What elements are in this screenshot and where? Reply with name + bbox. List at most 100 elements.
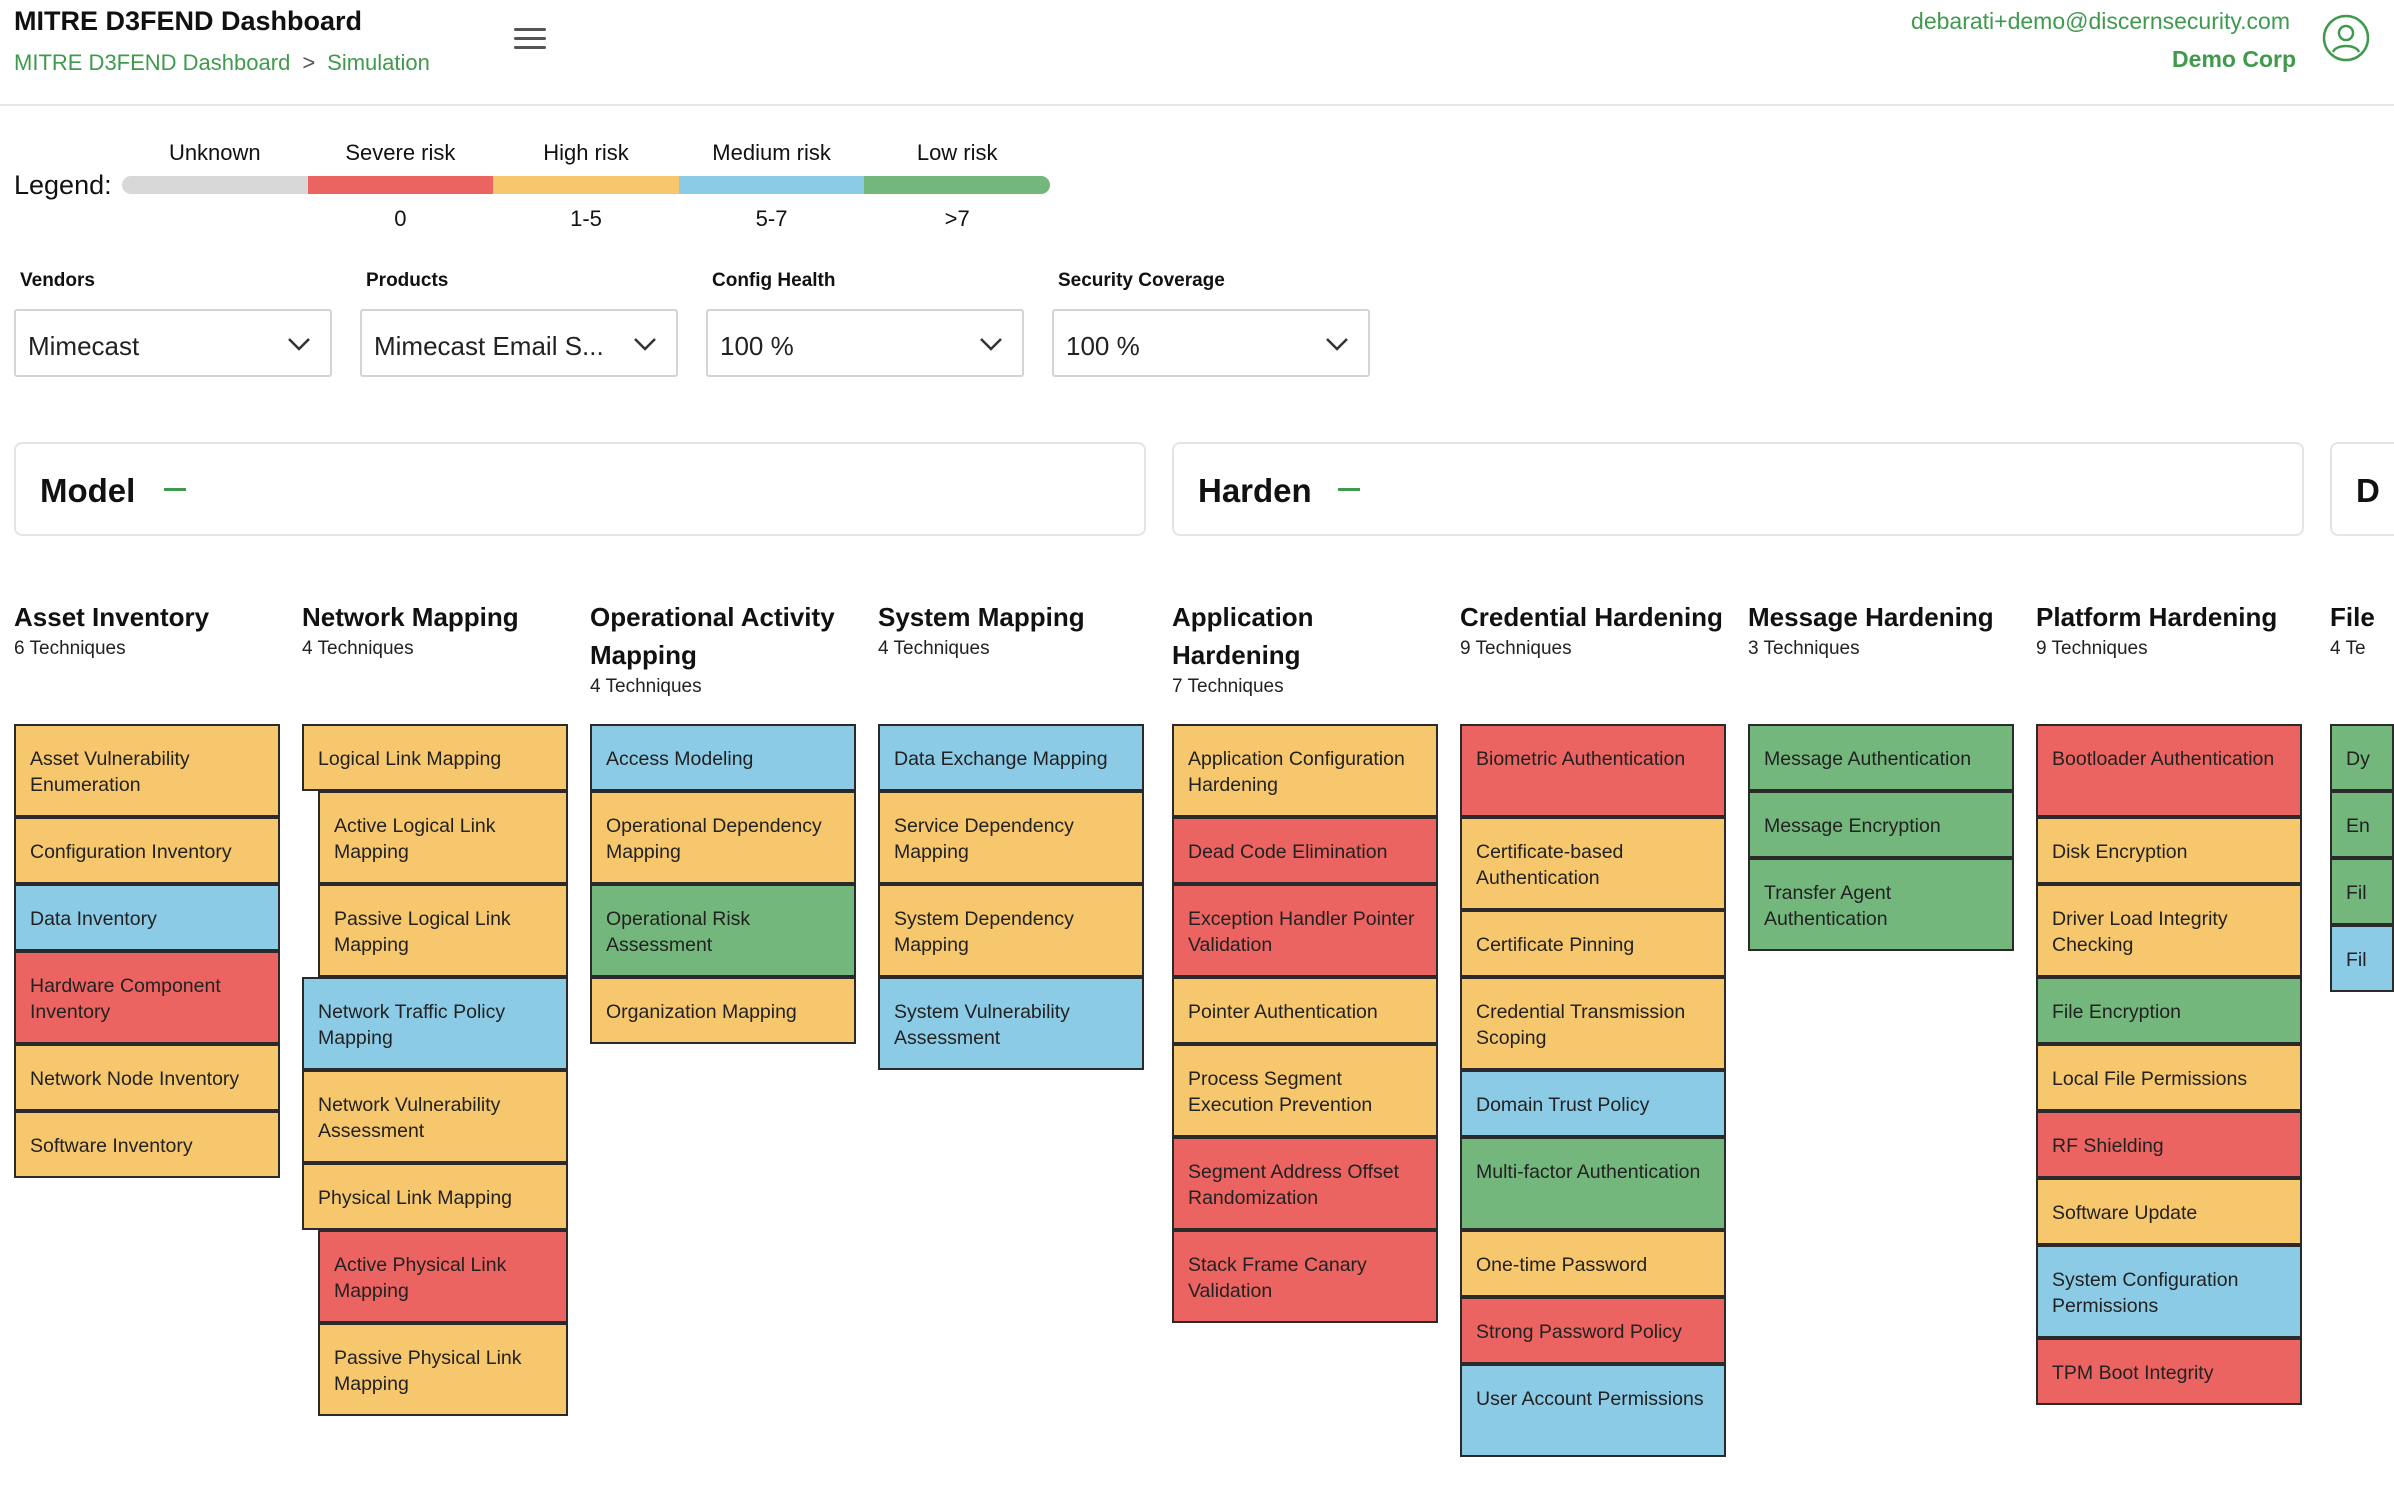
tactic-header: Application Hardening 7 Techniques (1172, 598, 1442, 698)
user-email: debarati+demo@discernsecurity.com (1911, 8, 2290, 34)
technique-card[interactable]: Software Inventory (14, 1111, 280, 1178)
technique-card[interactable]: Certificate Pinning (1460, 910, 1726, 977)
legend-item-range: 5-7 (755, 206, 788, 231)
filter-label: Vendors (20, 270, 95, 291)
technique-card[interactable]: Asset Vulnerability Enumeration (14, 724, 280, 817)
organization-name: Demo Corp (2172, 46, 2296, 72)
technique-card[interactable]: Configuration Inventory (14, 817, 280, 884)
technique-card[interactable]: Local File Permissions (2036, 1044, 2302, 1111)
legend-item-name: High risk (543, 140, 629, 165)
tactic-technique-count: 6 Techniques (14, 638, 126, 659)
legend-item-range: 0 (394, 206, 407, 231)
technique-card[interactable]: System Vulnerability Assessment (878, 977, 1144, 1070)
technique-card[interactable]: Multi-factor Authentication (1460, 1137, 1726, 1230)
tactic-name: Platform Hardening (2036, 602, 2278, 632)
filter-select[interactable]: Mimecast (14, 309, 332, 377)
chevron-down-icon (634, 338, 656, 351)
tactic-name: System Mapping (878, 602, 1085, 632)
tactic-header: Asset Inventory 6 Techniques (14, 598, 284, 660)
technique-card[interactable]: User Account Permissions (1460, 1364, 1726, 1457)
technique-card[interactable]: System Dependency Mapping (878, 884, 1144, 977)
technique-card[interactable]: Transfer Agent Authentication (1748, 858, 2014, 951)
technique-card[interactable]: Segment Address Offset Randomization (1172, 1137, 1438, 1230)
tactic-header: Platform Hardening 9 Techniques (2036, 598, 2306, 660)
technique-card[interactable]: Passive Physical Link Mapping (318, 1323, 568, 1416)
technique-card[interactable]: Biometric Authentication (1460, 724, 1726, 817)
tactic-name: Application Hardening (1172, 602, 1314, 670)
technique-card[interactable]: Data Exchange Mapping (878, 724, 1144, 791)
breadcrumb-root-link[interactable]: MITRE D3FEND Dashboard (14, 50, 291, 75)
technique-card[interactable]: Hardware Component Inventory (14, 951, 280, 1044)
collapse-icon[interactable] (1338, 488, 1360, 491)
filter-label: Config Health (712, 270, 836, 291)
tactic-technique-count: 4 Techniques (302, 638, 414, 659)
technique-card[interactable]: Active Physical Link Mapping (318, 1230, 568, 1323)
technique-card[interactable]: Fil (2330, 858, 2394, 925)
technique-card[interactable]: File Encryption (2036, 977, 2302, 1044)
tactic-technique-count: 4 Techniques (878, 638, 990, 659)
technique-card[interactable]: Exception Handler Pointer Validation (1172, 884, 1438, 977)
technique-card[interactable]: En (2330, 791, 2394, 858)
breadcrumb: MITRE D3FEND Dashboard > Simulation (14, 50, 430, 76)
technique-card[interactable]: System Configuration Permissions (2036, 1245, 2302, 1338)
technique-card[interactable]: Software Update (2036, 1178, 2302, 1245)
technique-card[interactable]: Domain Trust Policy (1460, 1070, 1726, 1137)
legend-segment (493, 176, 679, 194)
filter-select[interactable]: 100 % (1052, 309, 1370, 377)
tactic-technique-count: 4 Te (2330, 638, 2366, 659)
collapse-icon[interactable] (164, 488, 186, 491)
tactic-name: Asset Inventory (14, 602, 210, 632)
technique-card[interactable]: Operational Risk Assessment (590, 884, 856, 977)
technique-card[interactable]: TPM Boot Integrity (2036, 1338, 2302, 1405)
technique-card[interactable]: Driver Load Integrity Checking (2036, 884, 2302, 977)
technique-card[interactable]: Physical Link Mapping (302, 1163, 568, 1230)
tactic-technique-count: 4 Techniques (590, 676, 702, 697)
technique-card[interactable]: Logical Link Mapping (302, 724, 568, 791)
tactic-technique-count: 9 Techniques (1460, 638, 1572, 659)
legend-item-name: Low risk (916, 140, 998, 165)
filter-selected-value: 100 % (720, 331, 794, 361)
tactic-header: Message Hardening 3 Techniques (1748, 598, 2018, 660)
technique-card[interactable]: Message Encryption (1748, 791, 2014, 858)
technique-card[interactable]: RF Shielding (2036, 1111, 2302, 1178)
user-account-icon[interactable] (2322, 14, 2370, 62)
technique-card[interactable]: Network Traffic Policy Mapping (302, 977, 568, 1070)
filter-select[interactable]: Mimecast Email S... (360, 309, 678, 377)
technique-card[interactable]: Network Vulnerability Assessment (302, 1070, 568, 1163)
technique-card[interactable]: Process Segment Execution Prevention (1172, 1044, 1438, 1137)
technique-card[interactable]: Data Inventory (14, 884, 280, 951)
legend-values: 0 1-5 5-7 >7 (122, 206, 1050, 232)
tactic-technique-count: 3 Techniques (1748, 638, 1860, 659)
technique-card[interactable]: Bootloader Authentication (2036, 724, 2302, 817)
technique-card[interactable]: Message Authentication (1748, 724, 2014, 791)
technique-card[interactable]: Disk Encryption (2036, 817, 2302, 884)
technique-card[interactable]: Application Configuration Hardening (1172, 724, 1438, 817)
filter-select[interactable]: 100 % (706, 309, 1024, 377)
legend-segment (864, 176, 1050, 194)
technique-card[interactable]: Network Node Inventory (14, 1044, 280, 1111)
phase-header: Model (14, 442, 1146, 536)
technique-card[interactable]: Dy (2330, 724, 2394, 791)
legend-segment (122, 176, 308, 194)
technique-card[interactable]: Passive Logical Link Mapping (318, 884, 568, 977)
hamburger-menu-icon[interactable] (514, 28, 546, 54)
technique-card[interactable]: Certificate-based Authentication (1460, 817, 1726, 910)
technique-card[interactable]: Operational Dependency Mapping (590, 791, 856, 884)
chevron-down-icon (980, 338, 1002, 351)
technique-card[interactable]: Active Logical Link Mapping (318, 791, 568, 884)
technique-card[interactable]: Dead Code Elimination (1172, 817, 1438, 884)
technique-card[interactable]: Strong Password Policy (1460, 1297, 1726, 1364)
breadcrumb-current[interactable]: Simulation (327, 50, 430, 75)
filter-selected-value: Mimecast Email S... (374, 331, 604, 361)
tactic-name: Credential Hardening (1460, 602, 1723, 632)
technique-card[interactable]: Credential Transmission Scoping (1460, 977, 1726, 1070)
technique-card[interactable]: One-time Password (1460, 1230, 1726, 1297)
technique-card[interactable]: Service Dependency Mapping (878, 791, 1144, 884)
technique-card[interactable]: Organization Mapping (590, 977, 856, 1044)
technique-card[interactable]: Stack Frame Canary Validation (1172, 1230, 1438, 1323)
tactic-header: Credential Hardening 9 Techniques (1460, 598, 1730, 660)
technique-card[interactable]: Access Modeling (590, 724, 856, 791)
technique-card[interactable]: Pointer Authentication (1172, 977, 1438, 1044)
technique-card[interactable]: Fil (2330, 925, 2394, 992)
tactic-name: Operational Activity Mapping (590, 602, 835, 670)
